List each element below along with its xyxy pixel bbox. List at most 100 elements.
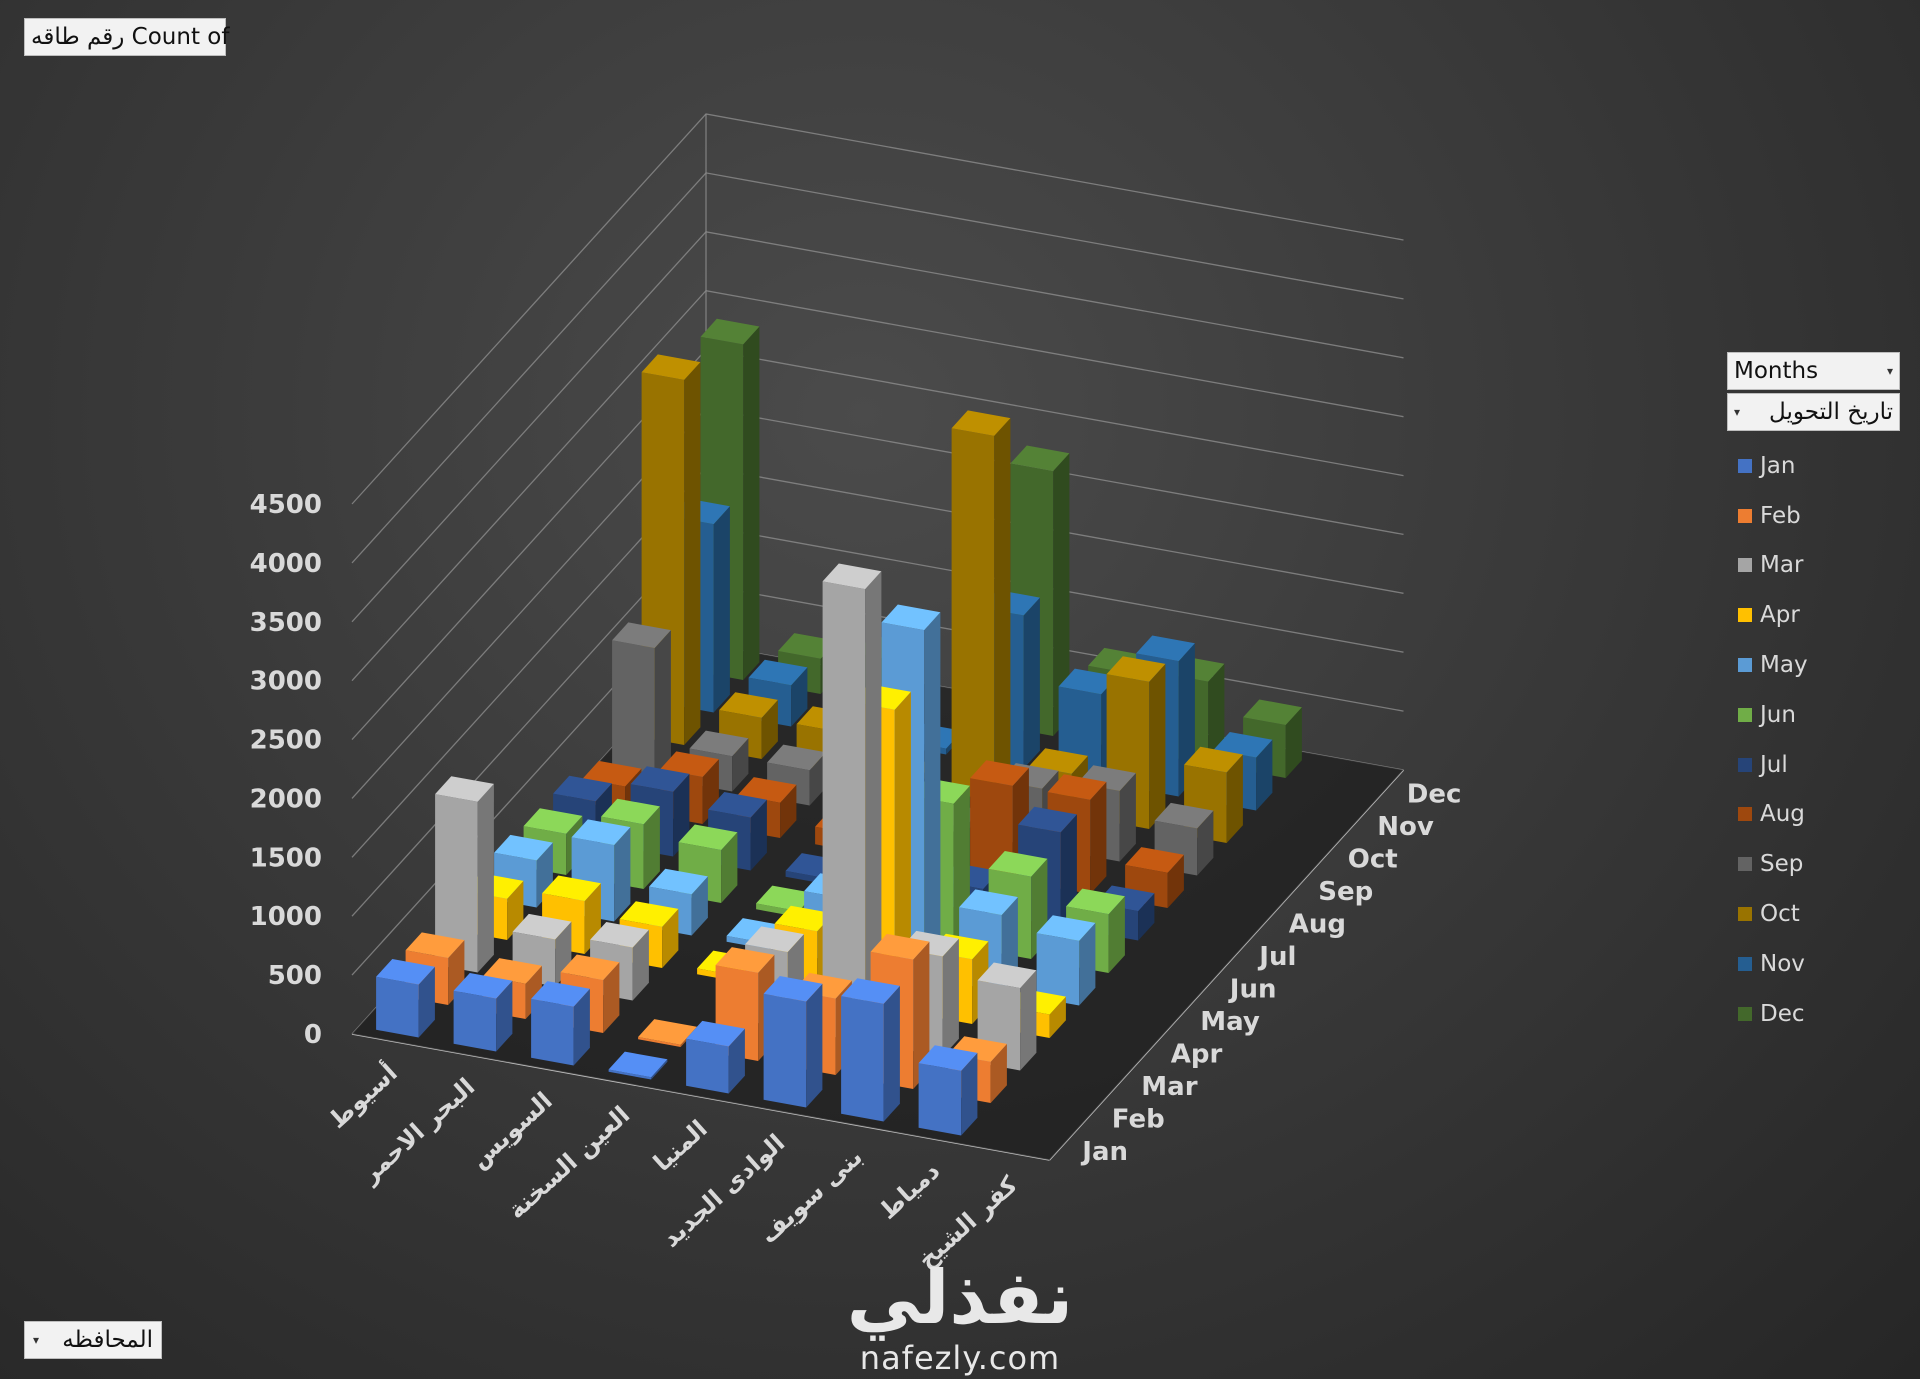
bar-side-face [1020,970,1037,1071]
bar-top-face [1184,746,1243,773]
bar-side-face [496,980,513,1052]
legend-label: Aug [1760,801,1805,828]
bar-front-face [638,1037,681,1047]
date-field-button[interactable]: ▾ تاريخ التحويل [1727,393,1900,431]
bar-side-face [525,965,542,1019]
bar-top-face [977,962,1037,989]
category-axis-tick-label: السويس [465,1087,558,1174]
bar-side-face [477,783,494,973]
depth-axis-tick-label: Apr [1171,1039,1223,1069]
value-axis-tick-label: 1000 [250,902,322,932]
bar-side-face [713,506,730,713]
bar-top-face [483,958,542,984]
bar-front-face [918,1063,962,1136]
depth-axis-tick-label: Sep [1318,877,1373,907]
bar-top-face [988,851,1048,877]
bar-top-face [1010,445,1070,471]
bar-side-face [883,985,900,1122]
bar-side-face [1285,707,1302,778]
bar-side-face [865,571,882,1043]
bar-may-8 [1036,915,1096,1006]
bar-front-face [531,998,574,1066]
bar-front-face [951,428,995,801]
legend-swatch [1738,458,1752,473]
legend-swatch [1738,658,1752,673]
legend-item-dec: Dec [1738,989,1808,1039]
legend-label: Oct [1760,901,1800,928]
dropdown-arrow-icon[interactable]: ▾ [1734,405,1741,419]
bar-top-face [608,1051,668,1078]
depth-axis-tick-label: Jan [1080,1137,1128,1167]
legend-label: Feb [1760,502,1801,529]
bar-top-face [453,973,513,999]
months-field-button[interactable]: Months ▾ [1727,352,1900,390]
bar-side-face [924,612,941,978]
bar-front-face [686,1038,729,1094]
watermark-url: nafezly.com [859,1339,1061,1377]
date-field-label: تاريخ التحويل [1769,399,1893,425]
legend-item-may: May [1738,640,1808,690]
bar-top-face [1136,635,1195,662]
bar-side-face [806,983,823,1108]
bar-side-face [728,1028,745,1094]
months-field-label: Months [1734,358,1819,384]
bar-top-face [822,563,882,590]
bar-top-face [1106,656,1166,682]
bar-jan-7 [841,978,900,1122]
bar-side-face [1167,854,1184,908]
bar-top-face [601,798,660,825]
bar-side-face [750,799,767,871]
bar-top-face [619,901,679,927]
legend-label: Mar [1760,552,1804,579]
bar-side-face [732,738,749,792]
legend-swatch [1738,907,1752,922]
bar-top-face [970,760,1029,786]
bar-front-face [612,640,655,778]
axis-field-button[interactable]: ▾ المحافظه [24,1321,162,1359]
bar-side-face [662,908,679,968]
depth-axis-tick-label: Feb [1112,1104,1165,1134]
bar-side-face [990,1043,1007,1103]
legend-label: Jan [1760,452,1796,479]
bar-side-face [743,326,760,680]
bar-top-face [881,604,941,631]
bar-top-face [1154,802,1214,829]
bar-side-face [791,667,808,727]
legend-label: Apr [1760,602,1800,629]
legend-swatch [1738,1006,1752,1021]
bar-top-face [918,1045,978,1071]
bar-mar-1 [435,776,494,973]
bar-top-face [571,819,631,845]
bar-oct-5 [951,410,1011,801]
bar-side-face [1108,896,1125,973]
bar-side-face [1090,781,1107,894]
bar-top-face [1047,774,1107,800]
category-axis-tick-label: أسيوط [322,1057,403,1134]
legend-swatch [1738,608,1752,623]
bar-top-face [660,751,719,777]
value-field-button[interactable]: Count of رقم طاقه [24,18,229,56]
bar-top-face [763,976,823,1002]
bar-side-face [684,362,701,745]
bar-side-face [961,1052,978,1136]
legend-swatch [1738,807,1752,822]
gridline [351,172,1404,564]
bar-mar-6 [822,563,882,1043]
bar-top-face [435,776,494,802]
bar-front-face [376,976,419,1038]
value-axis-tick-label: 4000 [250,549,322,579]
bar-top-face [1125,847,1184,873]
dropdown-arrow-icon[interactable]: ▾ [1886,364,1893,378]
bar-top-face [1018,806,1077,833]
bar-side-face [1049,996,1066,1038]
bar-top-face [745,926,804,952]
bar-front-face [822,581,866,1043]
value-axis-tick-label: 2500 [250,726,322,756]
value-axis-tick-label: 500 [268,961,322,991]
bar-top-face [523,808,583,834]
bar-side-face [691,876,708,936]
depth-axis-tick-label: May [1200,1007,1260,1037]
dropdown-arrow-icon[interactable]: ▾ [33,1333,40,1347]
legend-swatch [1738,508,1752,523]
